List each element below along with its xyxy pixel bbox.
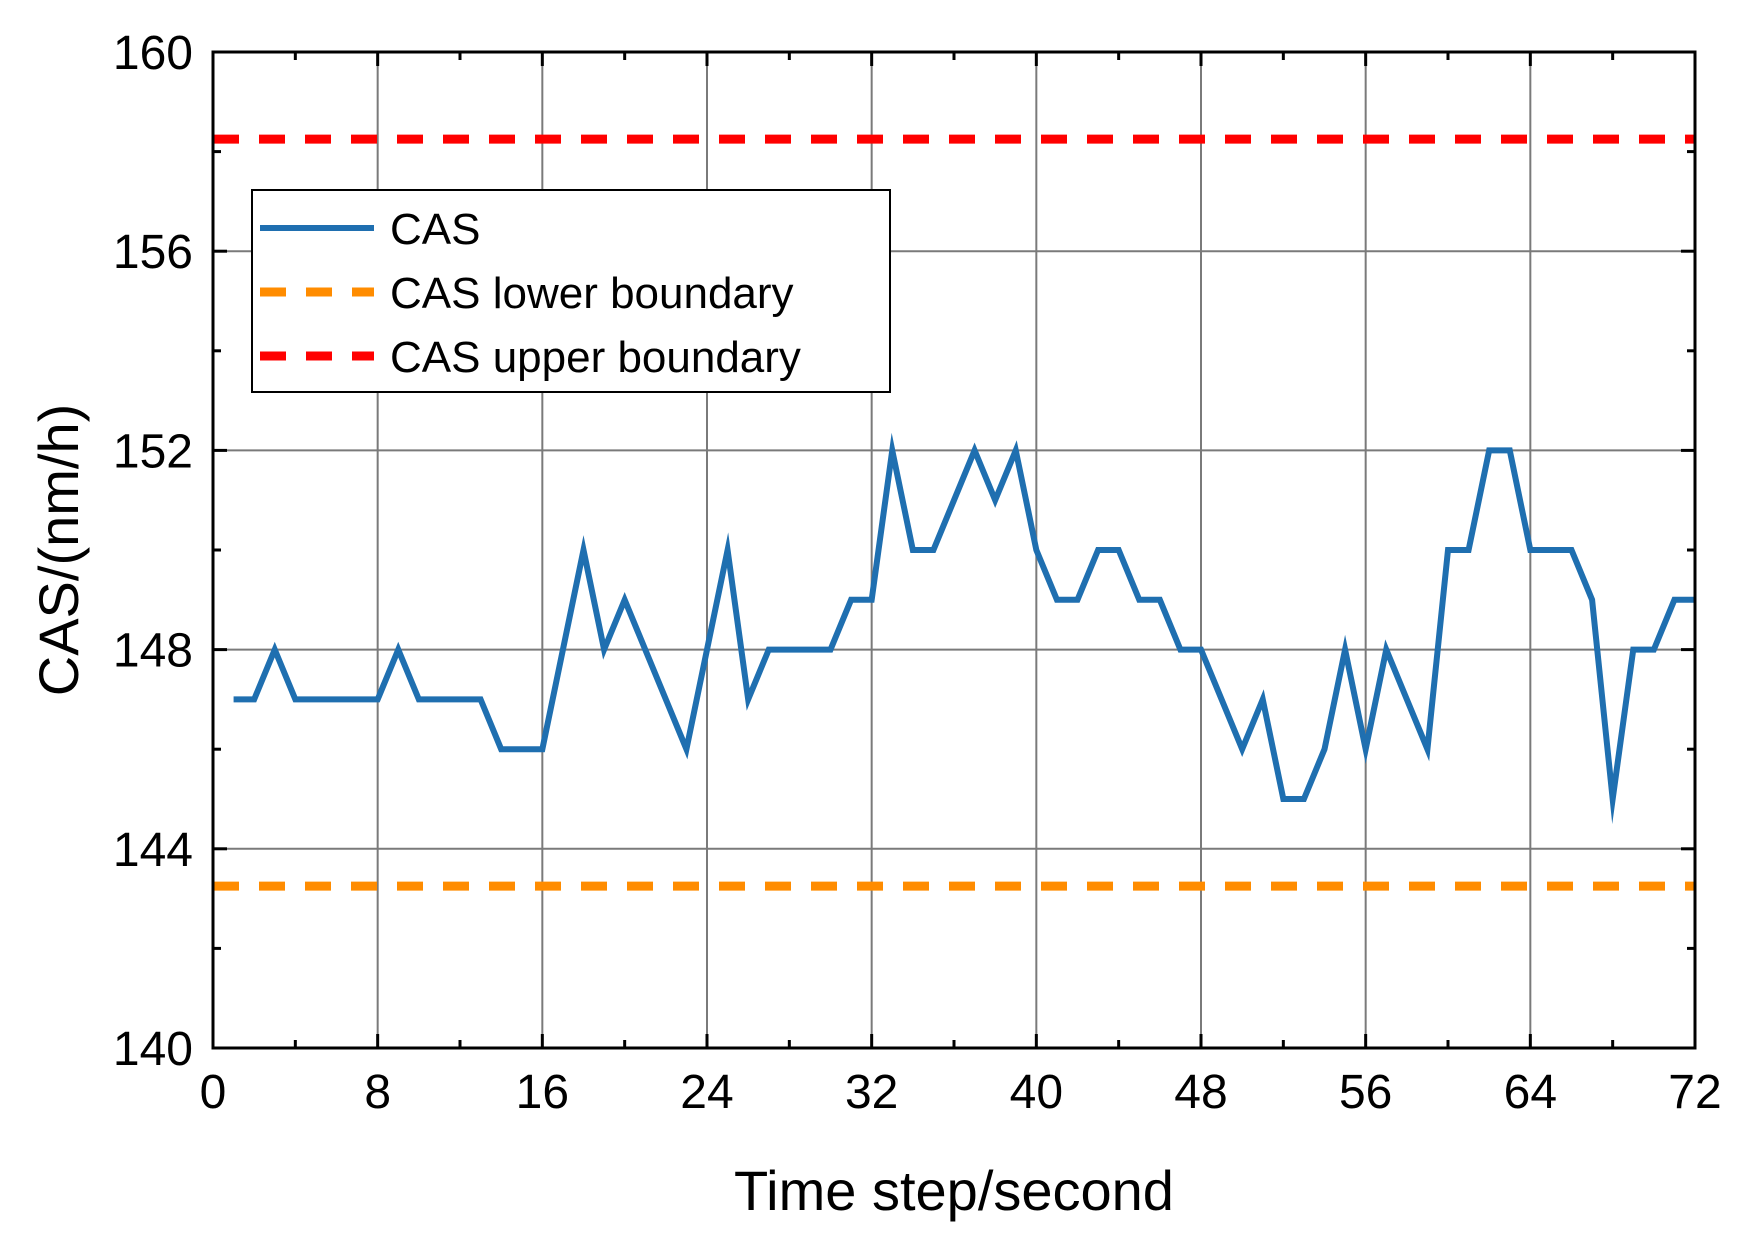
x-tick-label: 8 [364,1066,391,1119]
y-tick-label: 152 [113,425,193,478]
y-tick-label: 140 [113,1023,193,1076]
y-axis-title: CAS/(nm/h) [27,404,90,697]
x-tick-label: 64 [1504,1066,1557,1119]
x-tick-label: 48 [1174,1066,1227,1119]
y-tick-label: 148 [113,625,193,678]
x-axis-title: Time step/second [734,1159,1174,1222]
axis-ticks: 0 8 16 24 32 40 48 56 64 72 140 144 148 152 156 160 [113,27,1722,1119]
x-tick-label: 32 [845,1066,898,1119]
x-tick-label: 24 [680,1066,733,1119]
series-line [233,432,1695,825]
x-tick-label: 72 [1668,1066,1721,1119]
legend-label: CAS [390,205,480,254]
legend: CAS CAS lower boundary CAS upper boundary [251,189,891,393]
y-tick-label: 156 [113,226,193,279]
series-lines [213,134,1695,891]
x-tick-label: 0 [200,1066,227,1119]
x-tick-label: 40 [1010,1066,1063,1119]
legend-label: CAS upper boundary [390,333,801,382]
legend-label: CAS lower boundary [390,269,794,318]
x-tick-label: 16 [516,1066,569,1119]
y-tick-label: 160 [113,27,193,80]
x-tick-label: 56 [1339,1066,1392,1119]
y-tick-label: 144 [113,824,193,877]
